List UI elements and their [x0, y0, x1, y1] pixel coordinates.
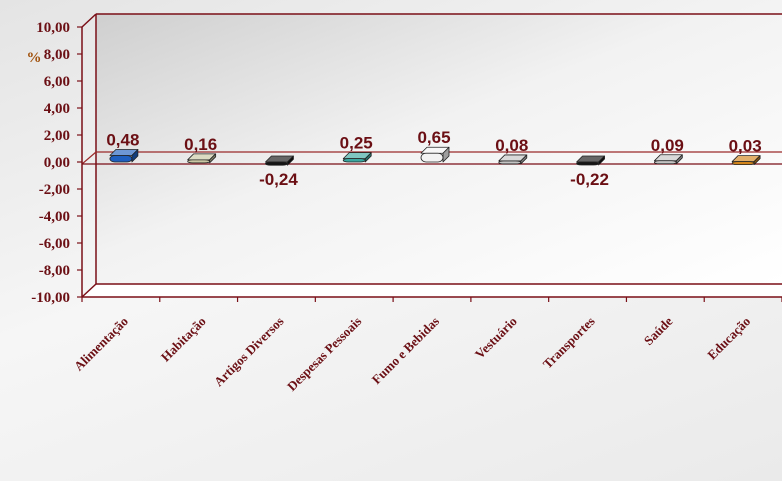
- category-label: Alimentação: [71, 314, 131, 374]
- data-label: 0,03: [729, 137, 762, 156]
- floor: [82, 284, 782, 297]
- category-label: Habitação: [158, 314, 209, 365]
- bar: [576, 155, 605, 166]
- data-label: 0,48: [106, 131, 139, 150]
- y-axis-unit-label: %: [27, 50, 42, 66]
- y-tick-label: -8,00: [39, 263, 70, 279]
- y-tick-label: -2,00: [39, 182, 70, 198]
- data-label: 0,09: [651, 136, 684, 155]
- category-label: Artigos Diversos: [211, 314, 287, 390]
- x-ticks: [81, 297, 782, 302]
- y-tick-label: -10,00: [31, 290, 70, 306]
- zero-line-side: [81, 151, 97, 165]
- data-label: 0,16: [184, 135, 217, 154]
- y-tick-label: -4,00: [39, 209, 70, 225]
- category-label: Transportes: [540, 314, 598, 372]
- bar: [187, 153, 217, 164]
- y-tick-label: -6,00: [39, 236, 70, 252]
- y-tick-label: 2,00: [44, 128, 70, 144]
- bar: [342, 152, 372, 163]
- bar: [265, 155, 294, 166]
- bar: [653, 154, 683, 165]
- data-label: 0,65: [417, 128, 450, 147]
- y-tick-label: 6,00: [44, 74, 70, 90]
- y-tick-label: 4,00: [44, 101, 70, 117]
- side-edge-bottom: [81, 283, 97, 298]
- side-edge-top: [81, 13, 97, 28]
- bar: [420, 146, 450, 163]
- y-tick-label: 10,00: [36, 20, 70, 36]
- data-labels: 0,48 0,16 -0,24 0,25 0,65 0,08 -0,22 0,09 0,03: [106, 128, 761, 189]
- category-label: Vestuário: [472, 314, 520, 362]
- data-label: -0,22: [570, 170, 609, 189]
- y-tick-label: 8,00: [44, 47, 70, 63]
- category-label: Saúde: [641, 313, 676, 348]
- data-label: -0,24: [259, 170, 298, 189]
- bar: [731, 155, 761, 165]
- category-labels: Alimentação Habitação Artigos DiversosDesp…: [71, 313, 753, 393]
- data-label: 0,25: [340, 134, 373, 153]
- category-label: Despesas Pessoais: [284, 314, 364, 394]
- bars: [109, 146, 761, 166]
- bar: [498, 154, 528, 165]
- y-tick-label: 0,00: [44, 155, 70, 171]
- y-ticks: 10,00 8,00 6,00 4,00 2,00 0,00 -2,00 -4,00 -6,00…: [31, 20, 82, 306]
- data-label: 0,08: [495, 136, 528, 155]
- category-label: Fumo e Bebidas: [369, 314, 442, 387]
- category-label: Educação: [704, 314, 753, 363]
- bar: [109, 149, 139, 163]
